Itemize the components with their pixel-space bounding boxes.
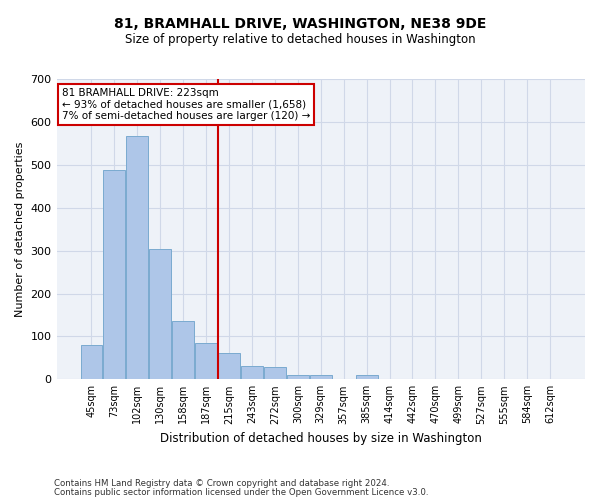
Text: Contains public sector information licensed under the Open Government Licence v3: Contains public sector information licen… <box>54 488 428 497</box>
Y-axis label: Number of detached properties: Number of detached properties <box>15 142 25 317</box>
Bar <box>218 352 240 380</box>
Bar <box>127 136 148 380</box>
Bar <box>149 249 171 380</box>
Bar <box>310 375 332 380</box>
Text: 81, BRAMHALL DRIVE, WASHINGTON, NE38 9DE: 81, BRAMHALL DRIVE, WASHINGTON, NE38 9DE <box>114 18 486 32</box>
Bar <box>172 320 194 380</box>
X-axis label: Distribution of detached houses by size in Washington: Distribution of detached houses by size … <box>160 432 482 445</box>
Bar <box>356 375 377 380</box>
Bar <box>264 368 286 380</box>
Bar <box>103 170 125 380</box>
Bar <box>195 343 217 380</box>
Bar <box>80 345 103 380</box>
Text: Contains HM Land Registry data © Crown copyright and database right 2024.: Contains HM Land Registry data © Crown c… <box>54 478 389 488</box>
Bar <box>241 366 263 380</box>
Text: Size of property relative to detached houses in Washington: Size of property relative to detached ho… <box>125 32 475 46</box>
Text: 81 BRAMHALL DRIVE: 223sqm
← 93% of detached houses are smaller (1,658)
7% of sem: 81 BRAMHALL DRIVE: 223sqm ← 93% of detac… <box>62 88 310 121</box>
Bar <box>287 375 309 380</box>
